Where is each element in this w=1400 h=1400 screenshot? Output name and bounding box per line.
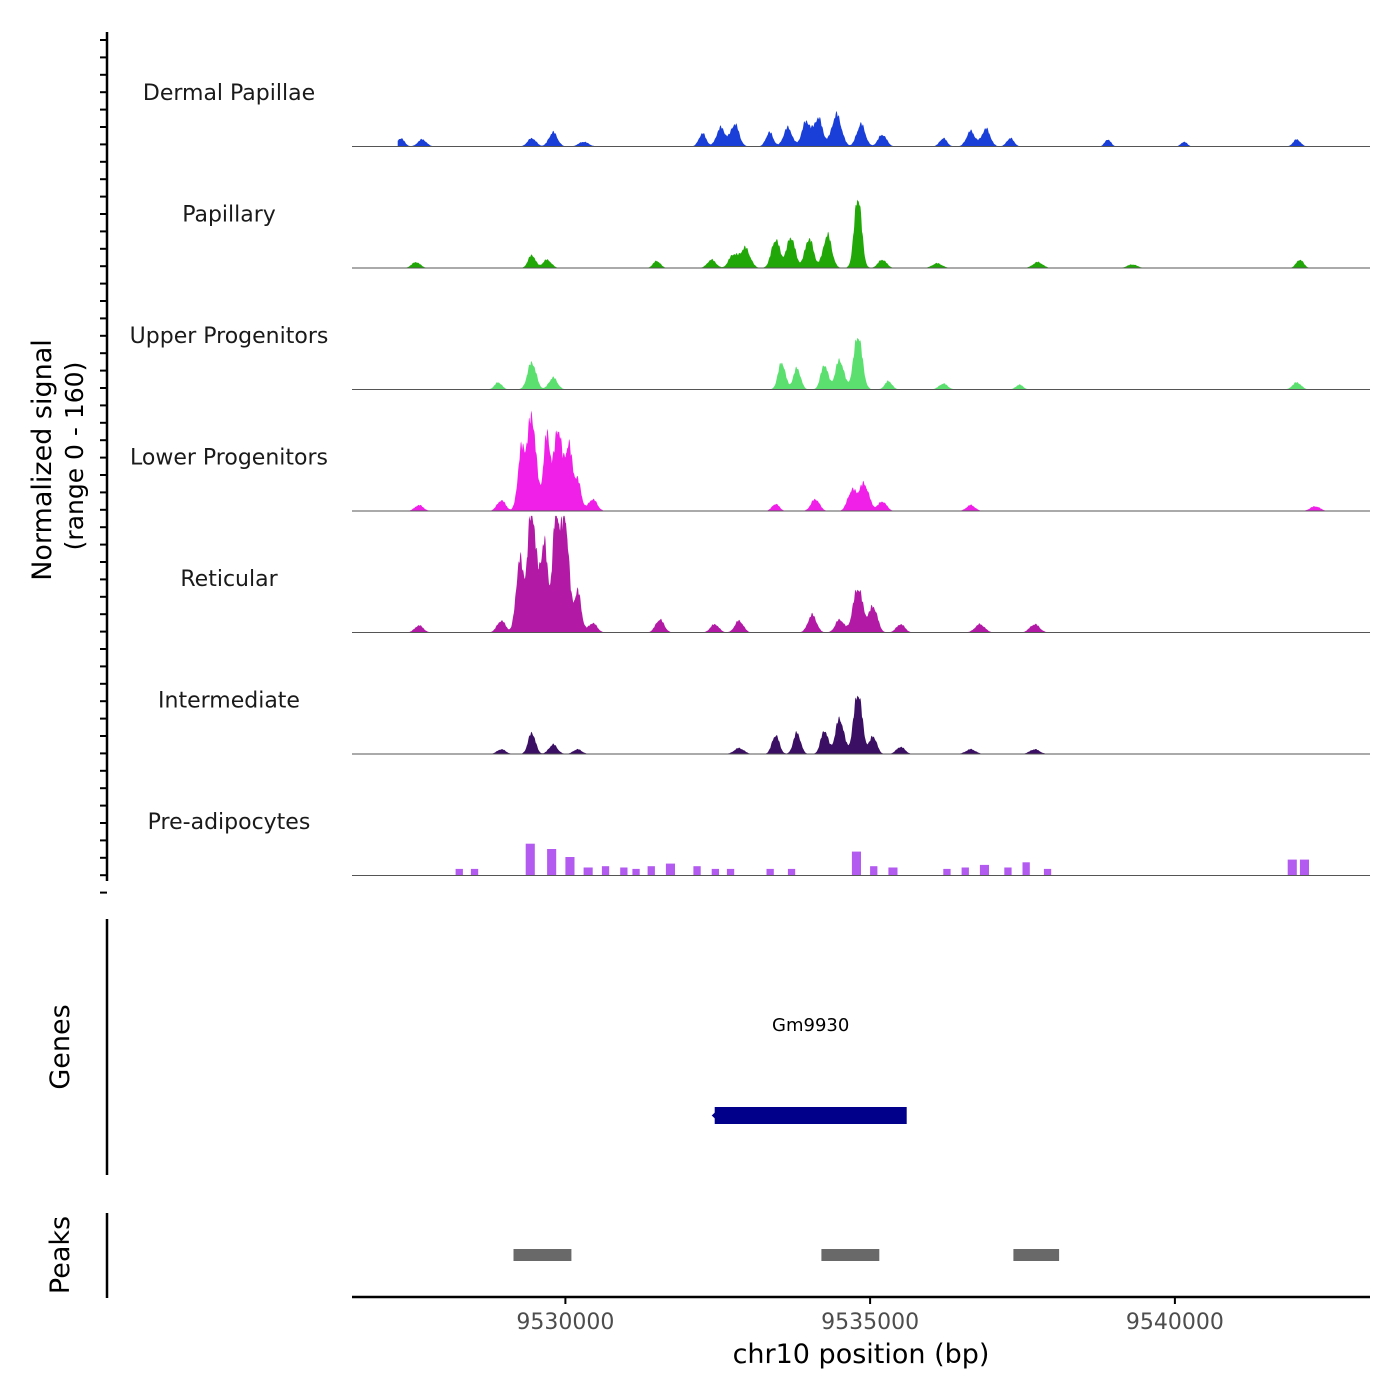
- track-lower-progenitors: Lower Progenitors: [130, 410, 1370, 512]
- gene-body[interactable]: [714, 1107, 907, 1124]
- coverage-bar: [979, 864, 989, 876]
- gene-label: Gm9930: [772, 1015, 849, 1036]
- peak-region[interactable]: [1013, 1249, 1060, 1261]
- coverage-bar: [961, 867, 969, 876]
- coverage-bar: [943, 868, 951, 876]
- coverage-bar: [1287, 859, 1297, 876]
- coverage-bar: [547, 849, 557, 876]
- y-axis: [100, 32, 109, 894]
- track-reticular: Reticular: [180, 515, 1370, 633]
- genes-track: Genes Gm9930: [45, 919, 907, 1175]
- coverage-tracks: Dermal Papillae Papillary Upper Progenitor…: [130, 81, 1370, 876]
- x-axis: 9530000 9535000 9540000: [352, 1295, 1370, 1335]
- coverage-area: [397, 199, 1340, 268]
- x-tick-label: 9540000: [1126, 1310, 1224, 1335]
- track-label: Papillary: [182, 203, 276, 228]
- coverage-bar: [620, 867, 628, 876]
- track-label: Upper Progenitors: [130, 324, 329, 349]
- coverage-bar: [1043, 868, 1052, 876]
- coverage-bar: [888, 867, 898, 876]
- coverage-bar: [632, 868, 640, 876]
- track-pre-adipocytes: Pre-adipocytes: [148, 810, 1370, 876]
- gene-strand-arrow: [711, 1109, 719, 1122]
- coverage-bar: [601, 866, 610, 876]
- coverage-area: [397, 695, 1340, 754]
- coverage-bar: [1004, 867, 1012, 876]
- track-label: Reticular: [180, 567, 278, 592]
- x-tick-label: 9530000: [516, 1310, 614, 1335]
- peaks-track: Peaks: [45, 1213, 1060, 1298]
- track-upper-progenitors: Upper Progenitors: [130, 324, 1370, 390]
- coverage-area: [397, 410, 1340, 511]
- coverage-bar: [1299, 859, 1309, 876]
- coverage-bar: [787, 868, 796, 876]
- coverage-bar: [455, 868, 463, 876]
- x-tick-label: 9535000: [821, 1310, 919, 1335]
- coverage-bar: [726, 868, 735, 876]
- track-label: Pre-adipocytes: [148, 810, 311, 835]
- coverage-area: [397, 515, 1340, 633]
- coverage-bar: [470, 868, 479, 876]
- coverage-bar: [766, 868, 774, 876]
- coverage-bar: [693, 866, 701, 876]
- coverage-bar: [870, 866, 878, 876]
- coverage-bar: [565, 857, 575, 876]
- peak-region[interactable]: [821, 1249, 880, 1261]
- coverage-bar: [583, 867, 593, 876]
- peaks-track-label: Peaks: [45, 1216, 76, 1294]
- y-axis-label-line2: (range 0 - 160): [60, 362, 89, 551]
- track-label: Dermal Papillae: [143, 81, 315, 106]
- y-axis-label-line1: Normalized signal: [27, 339, 58, 581]
- coverage-bar: [665, 863, 675, 876]
- track-intermediate: Intermediate: [158, 689, 1370, 755]
- coverage-bar: [647, 866, 655, 876]
- genes-track-label: Genes: [45, 1004, 76, 1089]
- coverage-bar: [711, 868, 719, 876]
- coverage-bar: [851, 851, 861, 876]
- x-axis-label: chr10 position (bp): [733, 1339, 990, 1370]
- track-dermal-papillae: Dermal Papillae: [143, 81, 1370, 147]
- coverage-bar: [1022, 862, 1030, 876]
- track-label: Lower Progenitors: [130, 446, 328, 471]
- coverage-area: [397, 111, 1340, 147]
- peak-region[interactable]: [513, 1249, 572, 1261]
- track-label: Intermediate: [158, 689, 300, 714]
- coverage-area: [397, 337, 1340, 390]
- coverage-bar: [525, 843, 535, 876]
- track-papillary: Papillary: [182, 199, 1370, 269]
